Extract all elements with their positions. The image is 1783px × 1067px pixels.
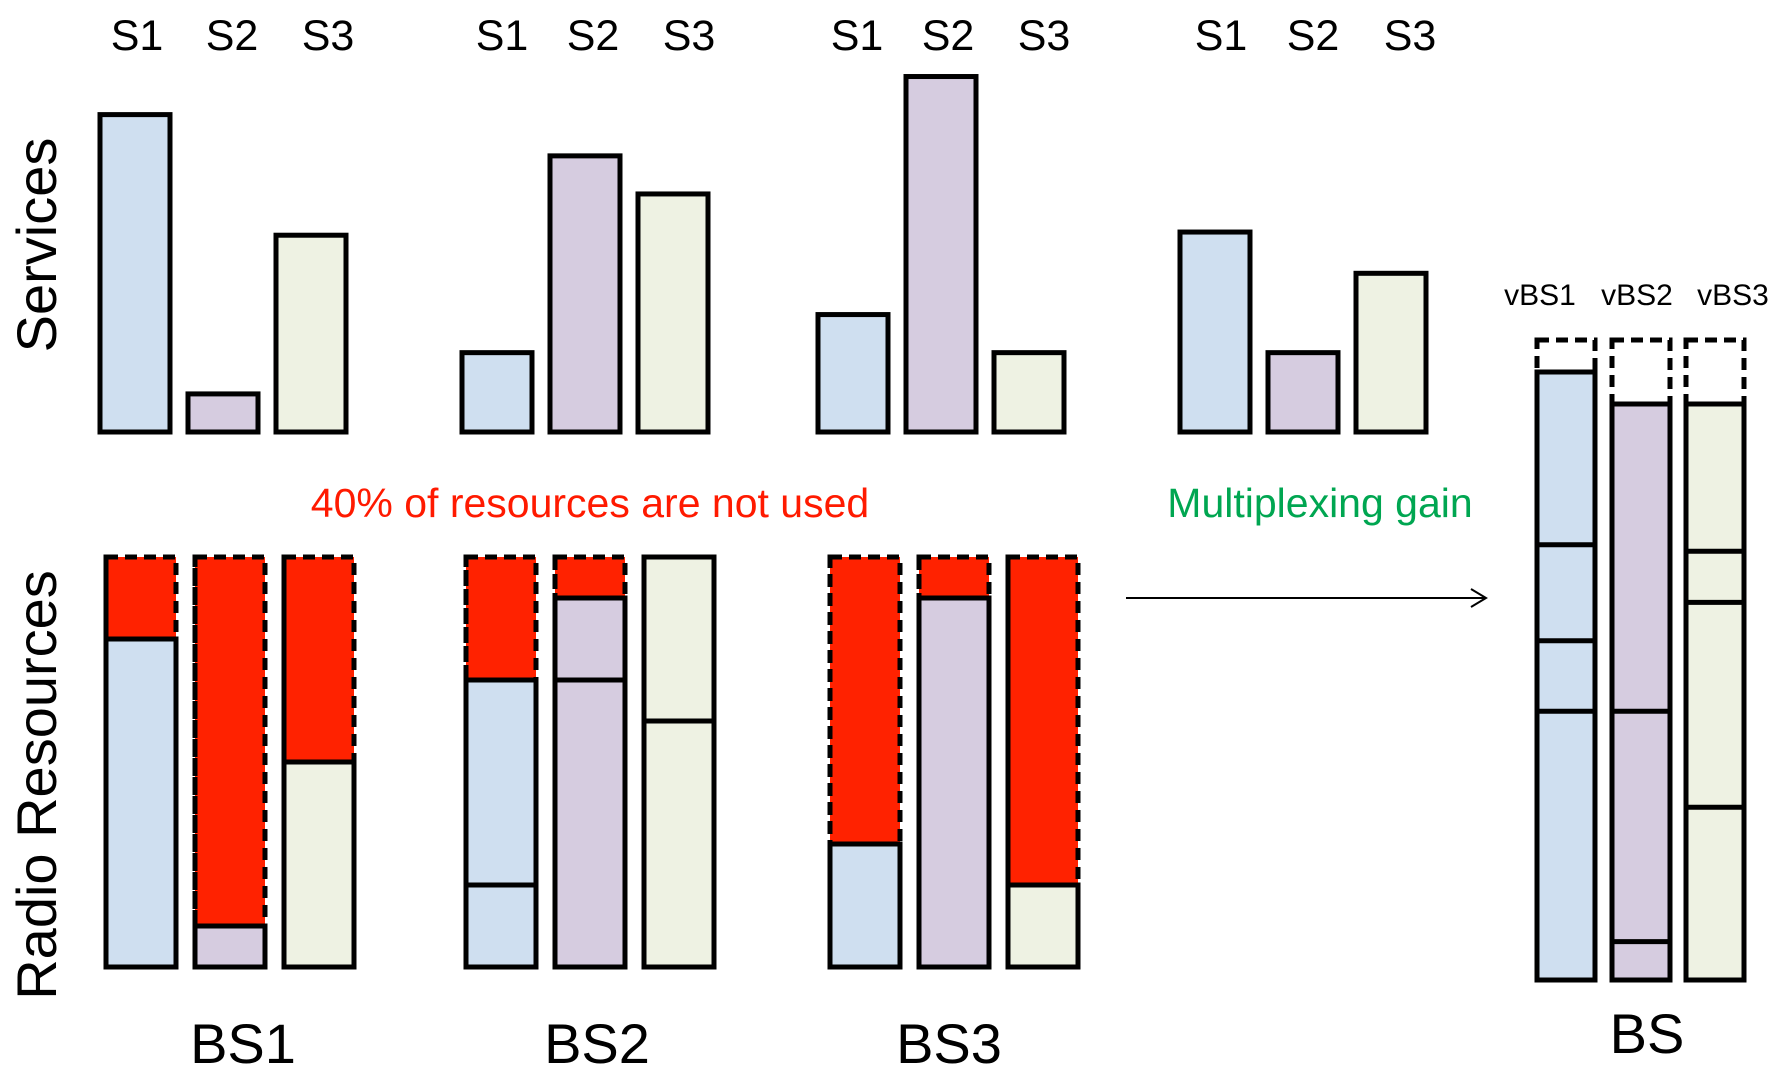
- service-headers-group-3: S1 S2 S3: [831, 12, 1071, 60]
- service-header-s3: S3: [1018, 12, 1071, 60]
- multiplexing-gain-note: Multiplexing gain: [1167, 480, 1472, 526]
- resource-bs1-s2-unused: [192, 554, 268, 929]
- services-axis-label: Services: [5, 138, 68, 353]
- resource-bs1-s2-slot-outline: [192, 554, 268, 970]
- demand-bar-bs2-s2: [547, 153, 623, 435]
- resource-bs3-s1-used: [827, 841, 903, 970]
- demand-bar-aggregate-s3: [1353, 270, 1429, 435]
- service-header-s3: S3: [302, 12, 355, 60]
- resource-bs2-s3-slot-outline: [641, 554, 717, 970]
- resource-bs1-s2-used: [192, 923, 268, 970]
- demand-bar-bs2-s1: [459, 350, 535, 435]
- bs1-label: BS1: [190, 1012, 296, 1067]
- demand-bar-bs1-s1: [97, 112, 173, 435]
- service-header-s3: S3: [663, 12, 716, 60]
- service-header-s1: S1: [476, 12, 529, 60]
- vbs-vbs3-used: [1683, 401, 1747, 983]
- demand-bar-bs3-s2: [903, 74, 979, 435]
- resource-bs3-s3-unused: [1005, 554, 1081, 888]
- resource-bs2-s2-unused: [552, 554, 628, 601]
- resource-bs3-s2-used: [916, 595, 992, 970]
- resource-bs2-s2-used: [552, 595, 628, 970]
- resource-bs3-s1-slot-outline: [827, 554, 903, 970]
- resource-bs3-s2-unused: [916, 554, 992, 601]
- bs2-label: BS2: [544, 1012, 650, 1067]
- service-header-s2: S2: [567, 12, 620, 60]
- vbs-vbs2-used: [1609, 401, 1673, 983]
- resource-bs2-s2-slot-outline: [552, 554, 628, 970]
- service-header-s2: S2: [922, 12, 975, 60]
- demand-bar-bs3-s1: [815, 312, 891, 435]
- resource-bs1-s1-slot-outline: [103, 554, 179, 970]
- resource-bs1-s3-slot-outline: [281, 554, 357, 970]
- resource-bs1-s1-used: [103, 636, 179, 970]
- service-header-s2: S2: [1287, 12, 1340, 60]
- demand-bar-aggregate-s1: [1177, 229, 1253, 435]
- demand-bar-aggregate-s2: [1265, 350, 1341, 435]
- vbs-vbs1-used: [1534, 369, 1598, 983]
- service-header-s3: S3: [1384, 12, 1437, 60]
- unused-resources-note: 40% of resources are not used: [311, 480, 869, 526]
- service-header-s1: S1: [111, 12, 164, 60]
- demand-bar-bs2-s3: [635, 191, 711, 435]
- radio-resources-axis-label: Radio Resources: [5, 570, 68, 1000]
- resource-bs2-s1-used: [463, 677, 539, 970]
- merged-bs-bars: [1534, 337, 1747, 983]
- vbs2-label: vBS2: [1601, 279, 1673, 312]
- resource-bars: [103, 554, 1081, 970]
- service-header-s1: S1: [831, 12, 884, 60]
- service-headers-group-1: S1 S2 S3: [111, 12, 355, 60]
- service-header-s2: S2: [206, 12, 259, 60]
- resource-bs3-s3-slot-outline: [1005, 554, 1081, 970]
- resource-bs2-s1-unused: [463, 554, 539, 683]
- service-headers-group-4: S1 S2 S3: [1195, 12, 1437, 60]
- multiplexing-arrow-head: [1470, 588, 1488, 608]
- service-header-s1: S1: [1195, 12, 1248, 60]
- resource-bs3-s3-used: [1005, 882, 1081, 970]
- merged-bs-label: BS: [1610, 1002, 1685, 1065]
- resource-bs1-s1-unused: [103, 554, 179, 642]
- demand-bar-bs1-s3: [273, 232, 349, 435]
- resource-bs1-s3-unused: [281, 554, 357, 765]
- demand-bar-bs3-s3: [991, 350, 1067, 435]
- vbs3-label: vBS3: [1697, 279, 1769, 312]
- services-bars: [97, 74, 1429, 435]
- service-headers-group-2: S1 S2 S3: [476, 12, 716, 60]
- resource-bs3-s2-slot-outline: [916, 554, 992, 970]
- bs3-label: BS3: [896, 1012, 1002, 1067]
- resource-bs2-s1-slot-outline: [463, 554, 539, 970]
- vbs1-label: vBS1: [1504, 279, 1576, 312]
- resource-bs1-s3-used: [281, 759, 357, 970]
- demand-bar-bs1-s2: [185, 391, 261, 435]
- resource-bs2-s3-used: [641, 554, 717, 970]
- resource-bs3-s1-unused: [827, 554, 903, 847]
